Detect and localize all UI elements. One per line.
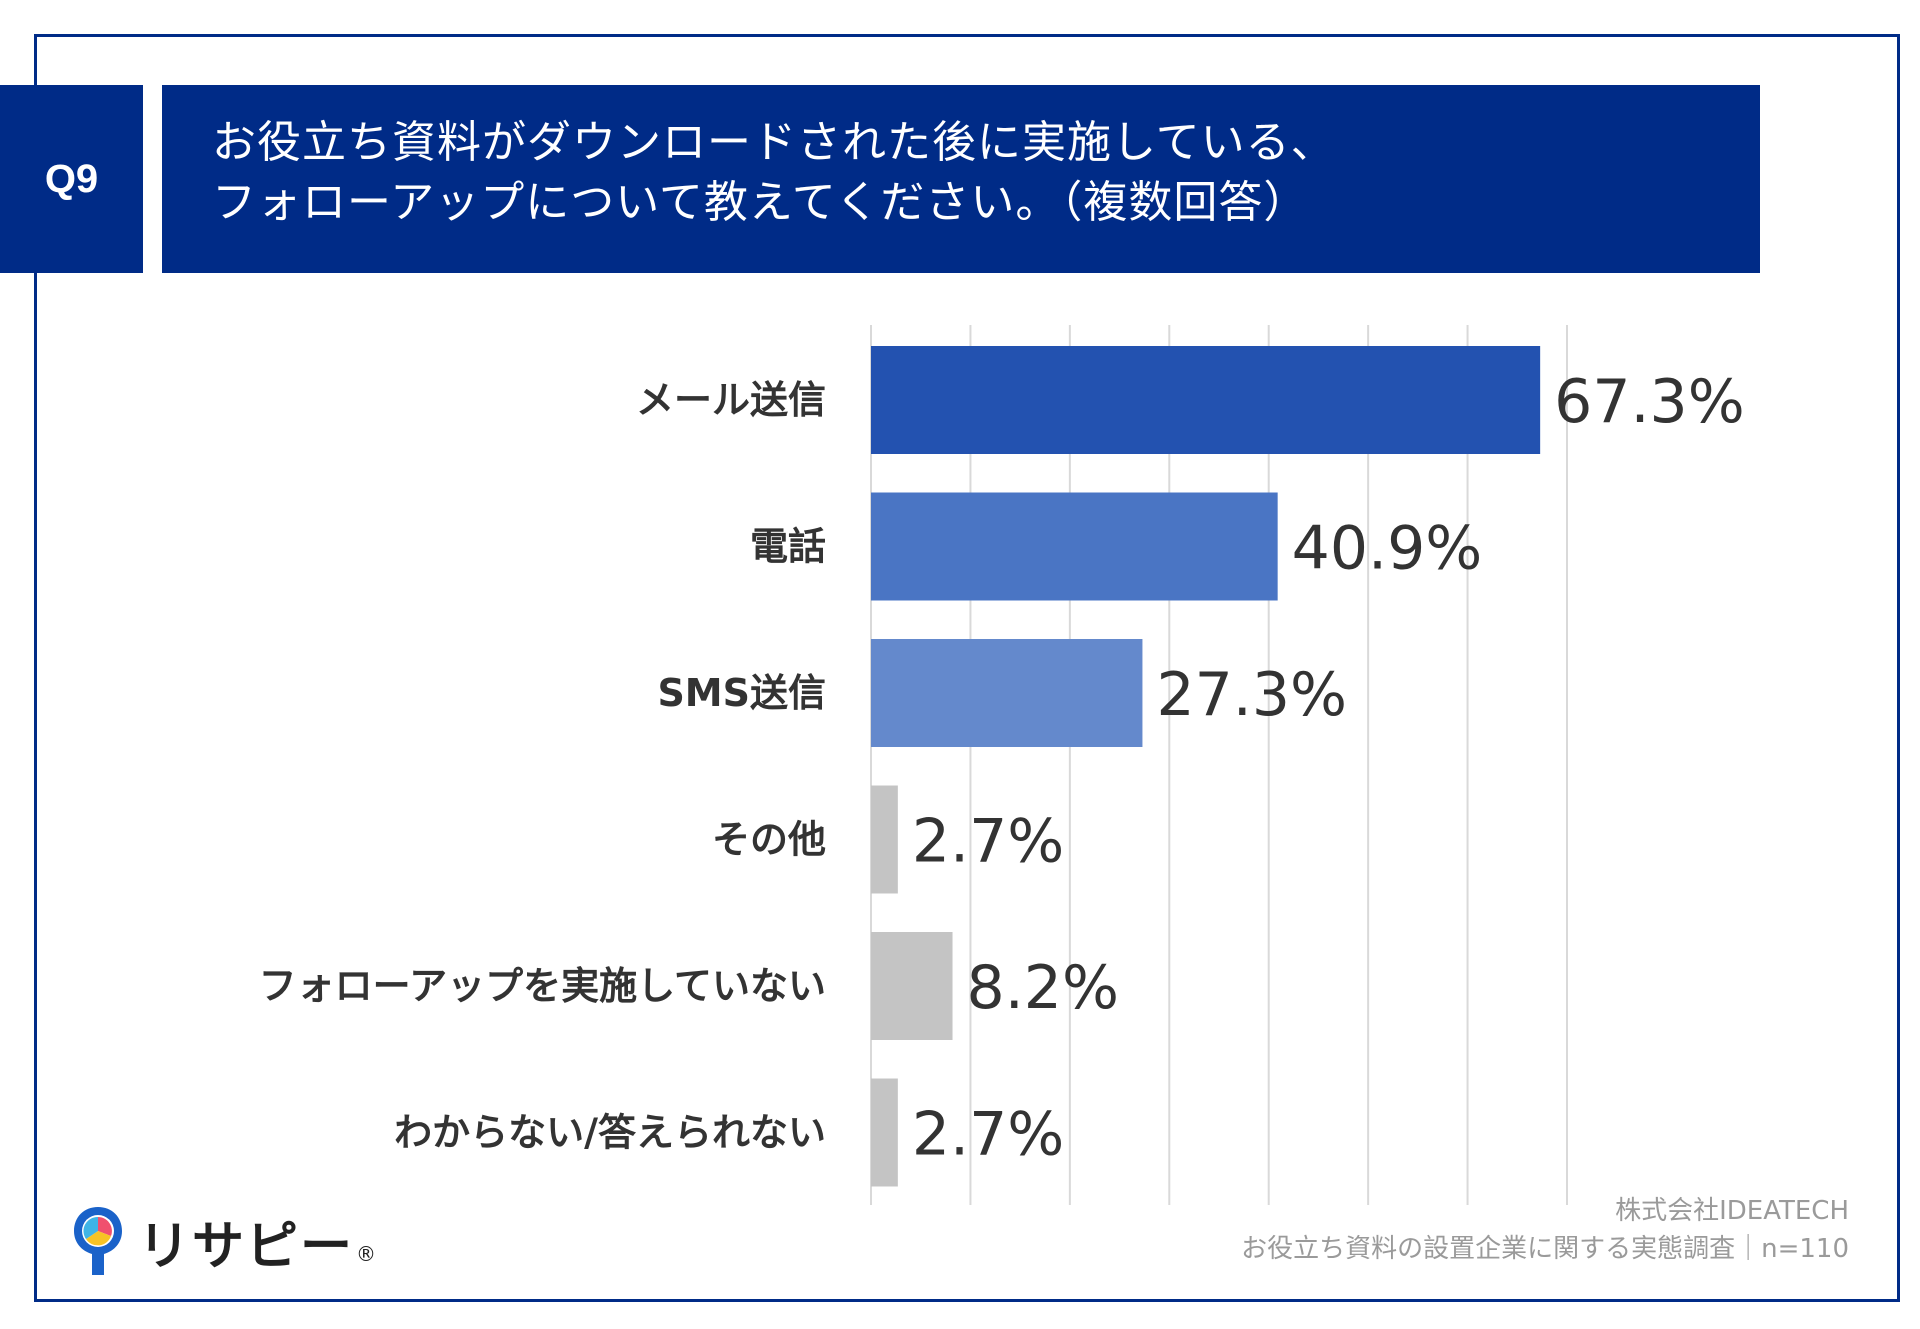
value-label: 40.9% bbox=[1292, 514, 1483, 584]
value-label: 67.3% bbox=[1554, 367, 1745, 437]
bar bbox=[871, 346, 1541, 454]
question-id: Q9 bbox=[44, 156, 99, 201]
value-label: 2.7% bbox=[912, 807, 1064, 877]
question-badge: Q9 bbox=[0, 85, 143, 273]
logo-text: リサピー bbox=[138, 1216, 355, 1277]
category-label: わからない/答えられない bbox=[394, 1111, 826, 1155]
category-label: 電話 bbox=[750, 525, 826, 569]
bar bbox=[871, 639, 1143, 747]
category-label: その他 bbox=[712, 818, 826, 862]
bar bbox=[871, 492, 1278, 601]
source-company: 株式会社IDEATECH bbox=[1615, 1196, 1849, 1226]
category-label: メール送信 bbox=[636, 378, 826, 422]
grid-lines bbox=[870, 325, 1568, 1205]
outer-frame bbox=[34, 34, 1900, 1302]
value-label: 8.2% bbox=[967, 953, 1119, 1023]
question-title: お役立ち資料がダウンロードされた後に実施している、 フォローアップについて教えて… bbox=[162, 85, 1760, 273]
bar bbox=[871, 785, 898, 894]
source-survey: お役立ち資料の設置企業に関する実態調査｜n=110 bbox=[1241, 1234, 1849, 1264]
category-label: フォローアップを実施していない bbox=[259, 964, 826, 1008]
logo-pin-icon bbox=[74, 1207, 122, 1275]
bars bbox=[871, 346, 1541, 1187]
value-label: 2.7% bbox=[912, 1100, 1064, 1170]
logo-registered-mark: ® bbox=[356, 1242, 377, 1266]
risapy-logo: リサピー ® bbox=[70, 1203, 376, 1279]
value-label: 27.3% bbox=[1156, 660, 1347, 730]
title-line-1: お役立ち資料がダウンロードされた後に実施している、 bbox=[212, 117, 1336, 168]
title-line-2: フォローアップについて教えてください。（複数回答） bbox=[212, 177, 1309, 228]
value-labels: 67.3% 40.9% 27.3% 2.7% 8.2% 2.7% bbox=[912, 367, 1745, 1170]
bar bbox=[871, 1078, 898, 1187]
source-note: 株式会社IDEATECH お役立ち資料の設置企業に関する実態調査｜n=110 bbox=[1241, 1192, 1849, 1268]
bar bbox=[871, 932, 953, 1040]
category-label: SMS送信 bbox=[657, 671, 826, 715]
